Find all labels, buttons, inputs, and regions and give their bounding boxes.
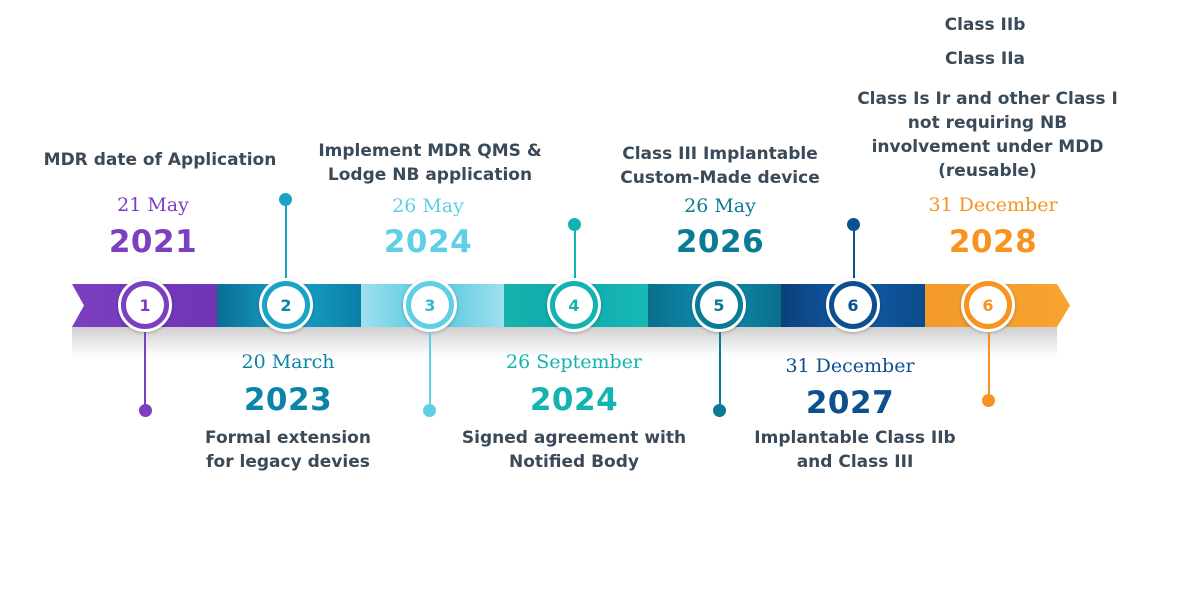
milestone-3-year: 2024 (383, 224, 473, 260)
milestone-3-description: Implement MDR QMS & Lodge NB application (318, 141, 542, 185)
milestone-1-stem (144, 332, 146, 408)
milestone-2-stem (285, 200, 287, 280)
milestone-2-marker: 2 (259, 278, 313, 332)
milestone-3-number: 3 (411, 286, 449, 324)
milestone-6-stem (853, 225, 855, 280)
milestone-5-date: 26 May (684, 195, 756, 217)
milestone-5-number: 5 (700, 286, 738, 324)
milestone-7-number: 6 (969, 286, 1007, 324)
milestone-6-year: 2027 (805, 385, 895, 421)
milestone-7-description: Class Is Ir and other Class I not requir… (857, 89, 1118, 181)
milestone-1-marker: 1 (118, 278, 172, 332)
milestone-7-dot (982, 394, 995, 407)
milestone-5-stem (719, 332, 721, 408)
milestone-3-date: 26 May (392, 195, 464, 217)
milestone-4-number: 4 (555, 286, 593, 324)
milestone-2-number: 2 (267, 286, 305, 324)
milestone-1-dot (139, 404, 152, 417)
milestone-3-stem (429, 332, 431, 408)
timeline-shadow (72, 327, 1057, 357)
milestone-5-description: Class III Implantable Custom-Made device (620, 144, 820, 188)
milestone-7-marker: 6 (961, 278, 1015, 332)
class-iia-label: Class IIa (944, 49, 1026, 69)
milestone-1-number: 1 (126, 286, 164, 324)
milestone-6-dot (847, 218, 860, 231)
milestone-1-description: MDR date of Application (43, 150, 277, 170)
milestone-2-description: Formal extension for legacy devies (205, 428, 371, 472)
milestone-6-marker: 6 (826, 278, 880, 332)
milestone-7-date: 31 December (928, 194, 1058, 216)
milestone-5-dot (713, 404, 726, 417)
milestone-4-stem (574, 225, 576, 280)
milestone-1-date: 21 May (117, 194, 189, 216)
milestone-7-year: 2028 (948, 224, 1038, 260)
milestone-3-dot (423, 404, 436, 417)
milestone-5-year: 2026 (675, 224, 765, 260)
milestone-2-dot (279, 193, 292, 206)
milestone-4-marker: 4 (547, 278, 601, 332)
milestone-2-year: 2023 (243, 382, 333, 418)
milestone-2-date: 20 March (241, 351, 335, 373)
class-iib-label: Class IIb (944, 15, 1026, 35)
milestone-6-date: 31 December (785, 355, 915, 377)
milestone-1-year: 2021 (108, 224, 198, 260)
milestone-4-date: 26 September (505, 351, 643, 373)
milestone-6-number: 6 (834, 286, 872, 324)
milestone-3-marker: 3 (403, 278, 457, 332)
milestone-4-dot (568, 218, 581, 231)
milestone-7-stem (988, 332, 990, 398)
milestone-6-description: Implantable Class IIb and Class III (754, 428, 956, 472)
milestone-5-marker: 5 (692, 278, 746, 332)
milestone-4-description: Signed agreement with Notified Body (461, 428, 687, 472)
milestone-4-year: 2024 (529, 382, 619, 418)
